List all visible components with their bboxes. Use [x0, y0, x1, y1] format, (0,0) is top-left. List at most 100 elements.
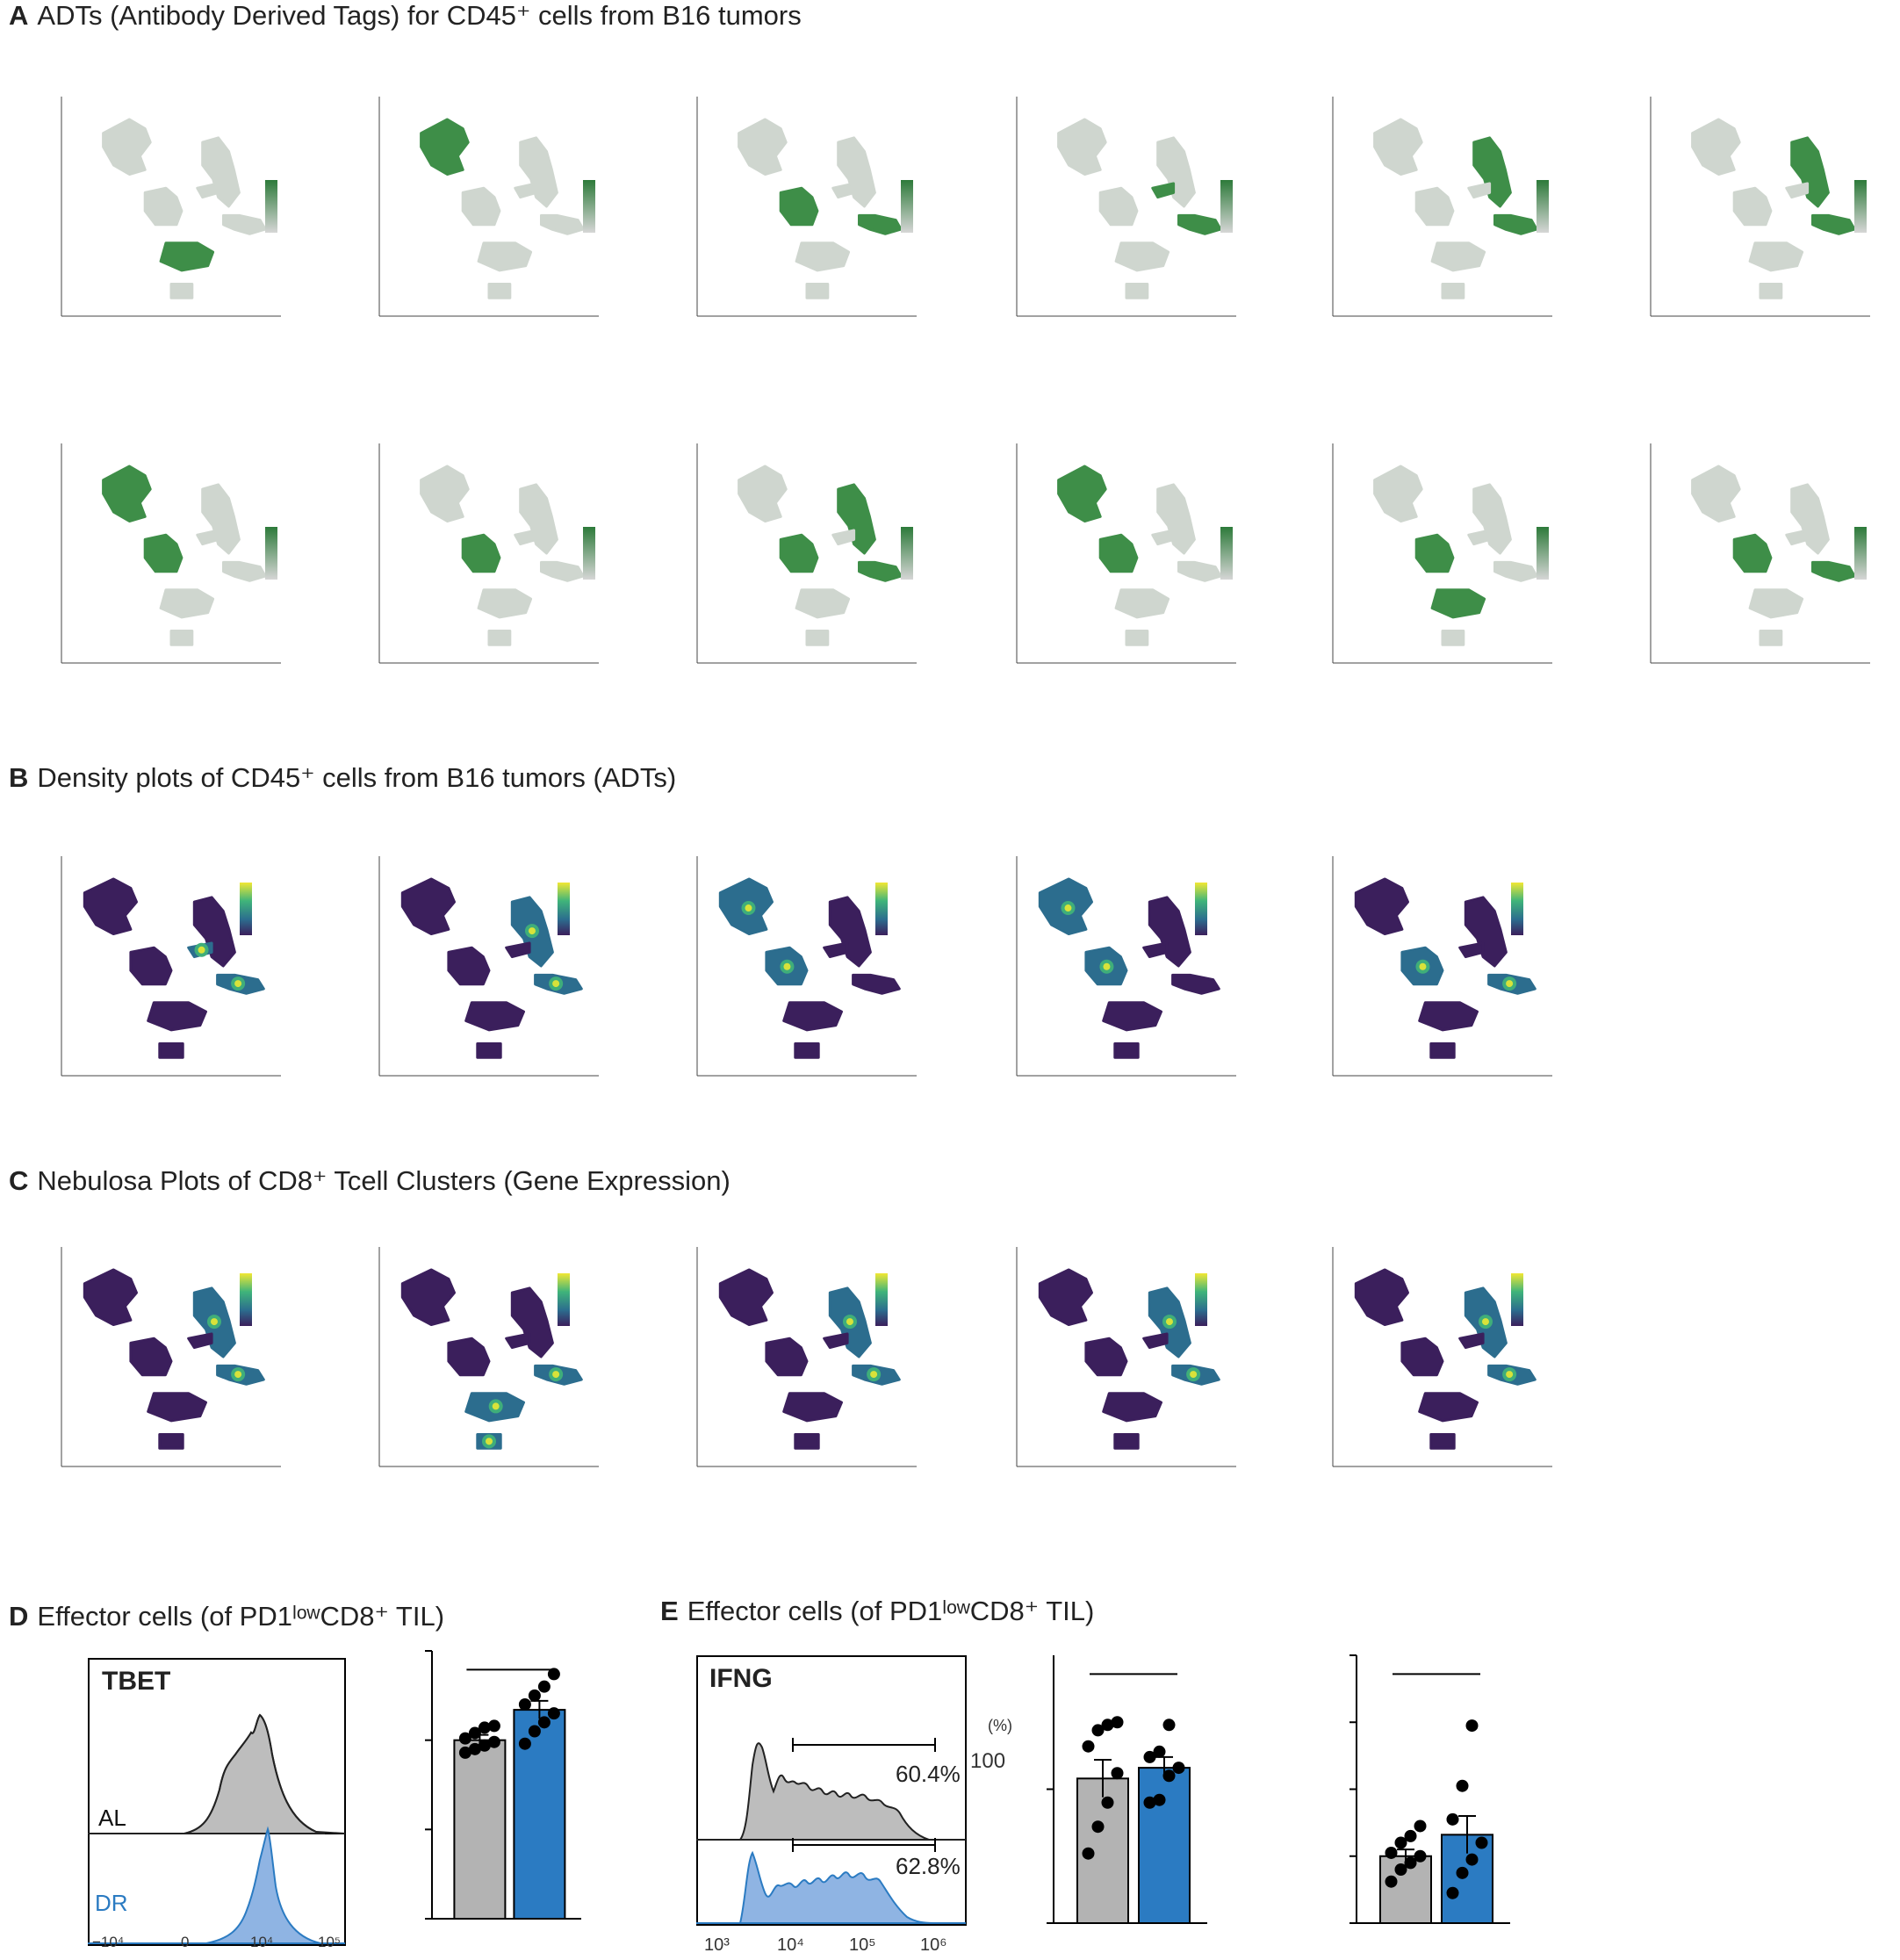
bar-chart-0 — [425, 1650, 581, 1920]
cluster-mono — [461, 533, 501, 573]
data-point — [1143, 1796, 1156, 1809]
cluster-myeloid — [738, 465, 788, 522]
cluster-nk — [477, 241, 533, 272]
cluster-cd4 — [1785, 529, 1810, 546]
density-peak — [846, 1318, 853, 1326]
data-point — [528, 1725, 541, 1738]
cluster-mono — [1098, 186, 1139, 227]
cluster-myeloid — [1057, 465, 1107, 522]
legend-colorbar — [1537, 527, 1549, 580]
cluster-tcell — [1790, 136, 1830, 208]
cluster-cd8 — [1177, 213, 1222, 235]
legend-gradient — [1537, 180, 1549, 233]
ifng-xtick: 10⁴ — [777, 1935, 804, 1955]
legend-colorbar — [583, 180, 595, 233]
cluster-nk — [147, 1001, 207, 1032]
cluster-cd8 — [1493, 560, 1538, 582]
umap-plot — [378, 97, 599, 317]
cluster-cd8 — [1171, 973, 1220, 995]
legend-gradient — [1511, 1273, 1523, 1326]
legend-colorbar — [583, 527, 595, 580]
data-point — [1385, 1846, 1398, 1859]
cluster-mono — [447, 1337, 491, 1377]
bar-chart-2 — [1349, 1654, 1510, 1925]
cluster-nk — [782, 1392, 843, 1423]
data-point — [1162, 1719, 1176, 1732]
cluster-nk — [464, 1001, 525, 1032]
cluster-myeloid — [83, 1268, 138, 1326]
cluster-small — [794, 1433, 820, 1450]
data-point — [1394, 1863, 1407, 1876]
tbet-xtick: 10⁴ — [250, 1934, 274, 1950]
cluster-tcell — [510, 1286, 554, 1358]
cluster-small — [158, 1042, 184, 1059]
data-point — [1475, 1836, 1488, 1849]
cluster-tcell — [828, 896, 872, 968]
cluster-mono — [1084, 1337, 1128, 1377]
data-point — [1446, 1886, 1459, 1899]
cluster-cd4 — [196, 529, 220, 546]
legend-colorbar — [1511, 883, 1523, 935]
cluster-cd8 — [222, 213, 267, 235]
cluster-nk — [782, 1001, 843, 1032]
cluster-tcell — [192, 896, 236, 968]
tbet-al-label: AL — [98, 1805, 126, 1831]
bar-al — [453, 1739, 507, 1920]
cluster-small — [794, 1042, 820, 1059]
cluster-small — [476, 1042, 502, 1059]
cluster-cd8 — [852, 973, 901, 995]
cluster-cd4 — [1151, 529, 1176, 546]
cluster-mono — [1732, 186, 1773, 227]
cluster-small — [1759, 630, 1783, 646]
cluster-tcell — [201, 136, 241, 208]
data-point — [537, 1680, 551, 1693]
section-b-title: B Density plots of CD45⁺ cells from B16 t… — [9, 762, 677, 793]
data-point — [487, 1719, 500, 1733]
legend-gradient — [265, 527, 277, 580]
density-peak — [1419, 962, 1427, 970]
cluster-tcell — [519, 483, 558, 555]
legend-colorbar — [1854, 180, 1867, 233]
legend-gradient — [1195, 883, 1207, 935]
legend-gradient — [901, 180, 913, 233]
cluster-cd8 — [1493, 213, 1538, 235]
umap-plot — [1016, 443, 1236, 664]
density-peak — [1506, 1371, 1514, 1379]
density-peak — [1190, 1371, 1198, 1379]
legend-gradient — [1195, 1273, 1207, 1326]
cluster-cd4 — [823, 941, 849, 959]
legend-colorbar — [265, 527, 277, 580]
cluster-mono — [1098, 533, 1139, 573]
cluster-nk — [1430, 588, 1486, 619]
data-point — [1465, 1719, 1479, 1733]
umap-plot — [1016, 856, 1236, 1077]
cluster-small — [805, 283, 830, 299]
density-peak — [1481, 1318, 1489, 1326]
cluster-small — [1441, 630, 1465, 646]
data-point — [1091, 1820, 1105, 1834]
cluster-mono — [779, 186, 819, 227]
umap-plot — [696, 1247, 917, 1467]
tbet-xtick: 0 — [181, 1934, 190, 1950]
legend-gradient — [1537, 527, 1549, 580]
ifng-xtick: 10³ — [704, 1935, 730, 1955]
umap-plot — [1332, 443, 1552, 664]
legend-gradient — [1220, 527, 1233, 580]
cluster-small — [1429, 1433, 1456, 1450]
legend-gradient — [875, 883, 888, 935]
legend-colorbar — [1511, 1273, 1523, 1326]
legend-gradient — [875, 1273, 888, 1326]
section-a-title: A ADTs (Antibody Derived Tags) for CD45⁺ … — [9, 0, 802, 31]
ifng-histogram — [696, 1655, 967, 1926]
legend-gradient — [265, 180, 277, 233]
cluster-nk — [1102, 1392, 1162, 1423]
legend-gradient — [1854, 527, 1867, 580]
data-point — [1465, 1853, 1479, 1866]
umap-plot — [1332, 1247, 1552, 1467]
cluster-mono — [765, 1337, 809, 1377]
cluster-nk — [1418, 1392, 1479, 1423]
cluster-tcell — [201, 483, 241, 555]
cluster-tcell — [1472, 136, 1512, 208]
cluster-mono — [1732, 533, 1773, 573]
cluster-mono — [461, 186, 501, 227]
